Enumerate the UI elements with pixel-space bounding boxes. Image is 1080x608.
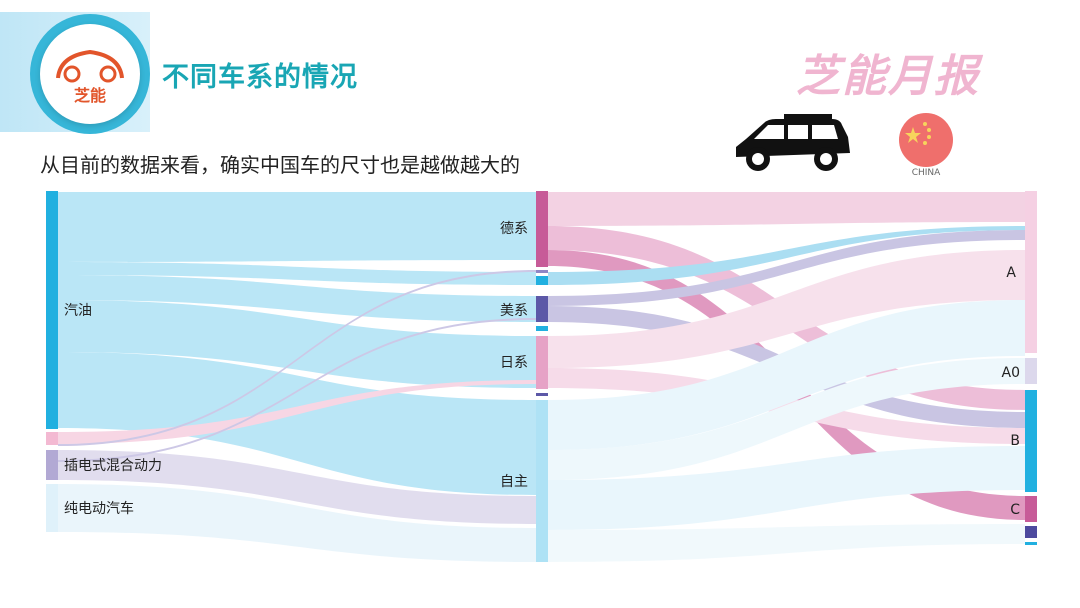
node-ev xyxy=(46,484,58,532)
logo: 芝能 xyxy=(40,24,140,124)
node-label-B: B xyxy=(1010,433,1020,449)
node-label-C: C xyxy=(1010,502,1020,518)
node-small-2 xyxy=(536,276,548,285)
china-flag-icon xyxy=(899,113,953,167)
node-gasoline xyxy=(46,191,58,429)
node-C xyxy=(1025,496,1037,522)
flow-phev-domestic xyxy=(58,450,536,524)
flow-german-A xyxy=(548,192,1025,226)
node-A0 xyxy=(1025,358,1037,384)
slide-subtitle: 从目前的数据来看，确实中国车的尺寸也是越做越大的 xyxy=(40,153,520,177)
flow-domestic-A xyxy=(548,300,1025,450)
flow-gas-domestic xyxy=(58,352,536,495)
node-label-german: 德系 xyxy=(500,221,528,237)
flow-gas-japanese xyxy=(58,300,536,388)
node-label-domestic: 自主 xyxy=(500,474,528,490)
flow-american-A xyxy=(548,230,1025,306)
flag-label: CHINA xyxy=(911,168,941,178)
right-nodes: A A0 B C xyxy=(1002,191,1037,545)
node-small-right-2 xyxy=(1025,542,1037,545)
node-label-gasoline: 汽油 xyxy=(64,303,92,319)
middle-nodes: 德系 美系 日系 自主 xyxy=(500,191,548,562)
flow-domestic-A0 xyxy=(548,358,1025,480)
node-japanese xyxy=(536,336,548,389)
left-nodes: 汽油 插电式混合动力 纯电动汽车 xyxy=(46,191,162,532)
node-label-american: 美系 xyxy=(500,303,528,319)
node-small-right-1 xyxy=(1025,526,1037,538)
node-small-3 xyxy=(536,326,548,331)
node-B xyxy=(1025,390,1037,492)
suv-car-icon xyxy=(736,114,850,171)
node-label-A: A xyxy=(1006,265,1016,281)
brand-watermark: 芝能月报 xyxy=(796,51,980,102)
node-label-ev: 纯电动汽车 xyxy=(64,500,134,517)
page-title: 不同车系的情况 xyxy=(162,62,358,93)
logo-text: 芝能 xyxy=(73,86,106,105)
node-german xyxy=(536,191,548,267)
flow-gas-misc xyxy=(58,262,536,285)
node-domestic xyxy=(536,400,548,562)
flows-middle-right xyxy=(548,192,1025,562)
flows-left-middle xyxy=(58,192,536,562)
node-label-phev: 插电式混合动力 xyxy=(64,458,162,474)
flow-japanese-A xyxy=(548,250,1025,368)
flow-domestic-B xyxy=(548,446,1025,530)
flow-gas-american xyxy=(58,275,536,322)
node-small-4 xyxy=(536,393,548,396)
node-label-japanese: 日系 xyxy=(500,355,528,371)
flow-thin-blue xyxy=(548,226,1025,285)
node-A xyxy=(1025,191,1037,353)
flow-gas-german xyxy=(58,192,536,262)
node-american xyxy=(536,296,548,322)
logo-car-icon xyxy=(56,49,124,83)
flow-domestic-C xyxy=(548,524,1025,562)
node-phev xyxy=(46,450,58,480)
flow-ev-domestic xyxy=(58,484,536,562)
node-label-A0: A0 xyxy=(1002,365,1020,381)
node-small-1 xyxy=(536,270,548,273)
node-unlabeled xyxy=(46,432,58,445)
